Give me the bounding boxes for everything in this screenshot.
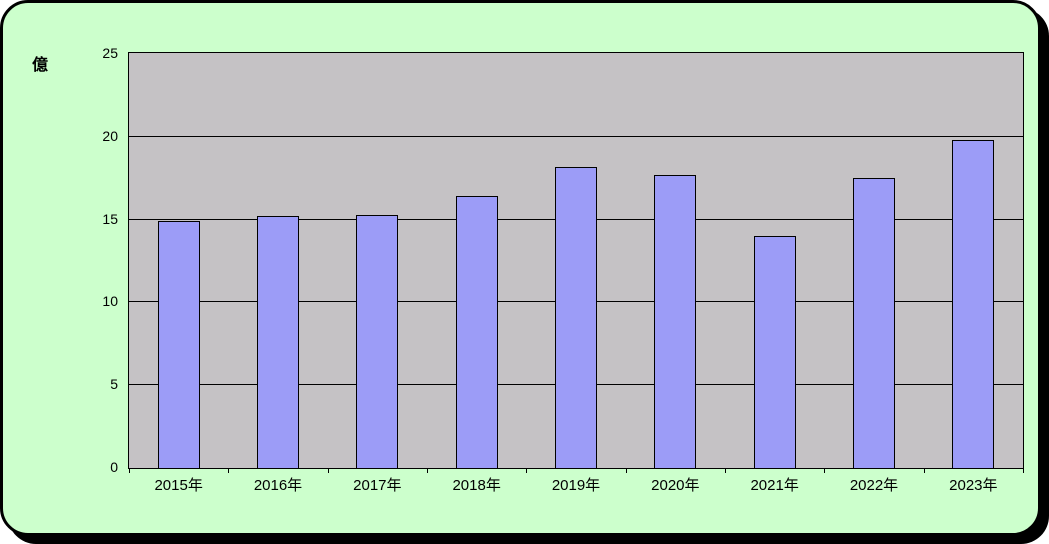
x-tick-label: 2015年 — [154, 477, 203, 494]
x-axis-tick-mark — [129, 468, 130, 473]
x-axis-tick-mark — [228, 468, 230, 473]
x-axis-tick-mark — [427, 468, 428, 473]
x-tick-label: 2017年 — [353, 477, 402, 494]
x-tick-label: 2022年 — [849, 477, 899, 494]
bar — [157, 221, 200, 468]
x-tick-label: 2023年 — [949, 477, 998, 494]
y-tick-label: 20 — [102, 127, 118, 144]
y-tick-label: 10 — [102, 293, 118, 310]
y-tick-label: 0 — [110, 459, 118, 475]
y-tick-label: 15 — [102, 210, 118, 227]
x-tick-label: 2018年 — [452, 477, 501, 494]
y-tick-label: 25 — [102, 45, 118, 61]
x-tick-label: 2021年 — [750, 477, 799, 494]
bar — [356, 214, 399, 468]
gridline — [129, 135, 1023, 137]
bar — [455, 196, 498, 468]
x-axis-tick-mark — [725, 468, 726, 473]
bar — [753, 236, 796, 468]
x-axis-tick-mark — [824, 468, 826, 473]
x-axis-tick-mark — [625, 468, 627, 473]
x-axis-tick-mark — [526, 468, 528, 473]
y-axis-unit-label: 億 — [32, 57, 49, 74]
x-axis-tick-mark — [923, 468, 925, 473]
x-axis-tick-mark — [327, 468, 329, 473]
bar — [654, 174, 697, 468]
bar — [853, 178, 895, 468]
y-tick-label: 5 — [110, 376, 118, 393]
x-tick-label: 2020年 — [651, 477, 700, 494]
x-axis-tick-mark — [1023, 468, 1024, 473]
bar — [555, 166, 597, 468]
chart-frame: 億 0 5 10 15 20 25 2015年 2016年 2017年 2018年 2019年 20… — [0, 0, 1041, 536]
bar — [952, 140, 995, 468]
plot-area — [128, 52, 1024, 469]
x-tick-label: 2019年 — [551, 477, 601, 494]
bar — [257, 216, 299, 468]
x-tick-label: 2016年 — [253, 477, 303, 494]
